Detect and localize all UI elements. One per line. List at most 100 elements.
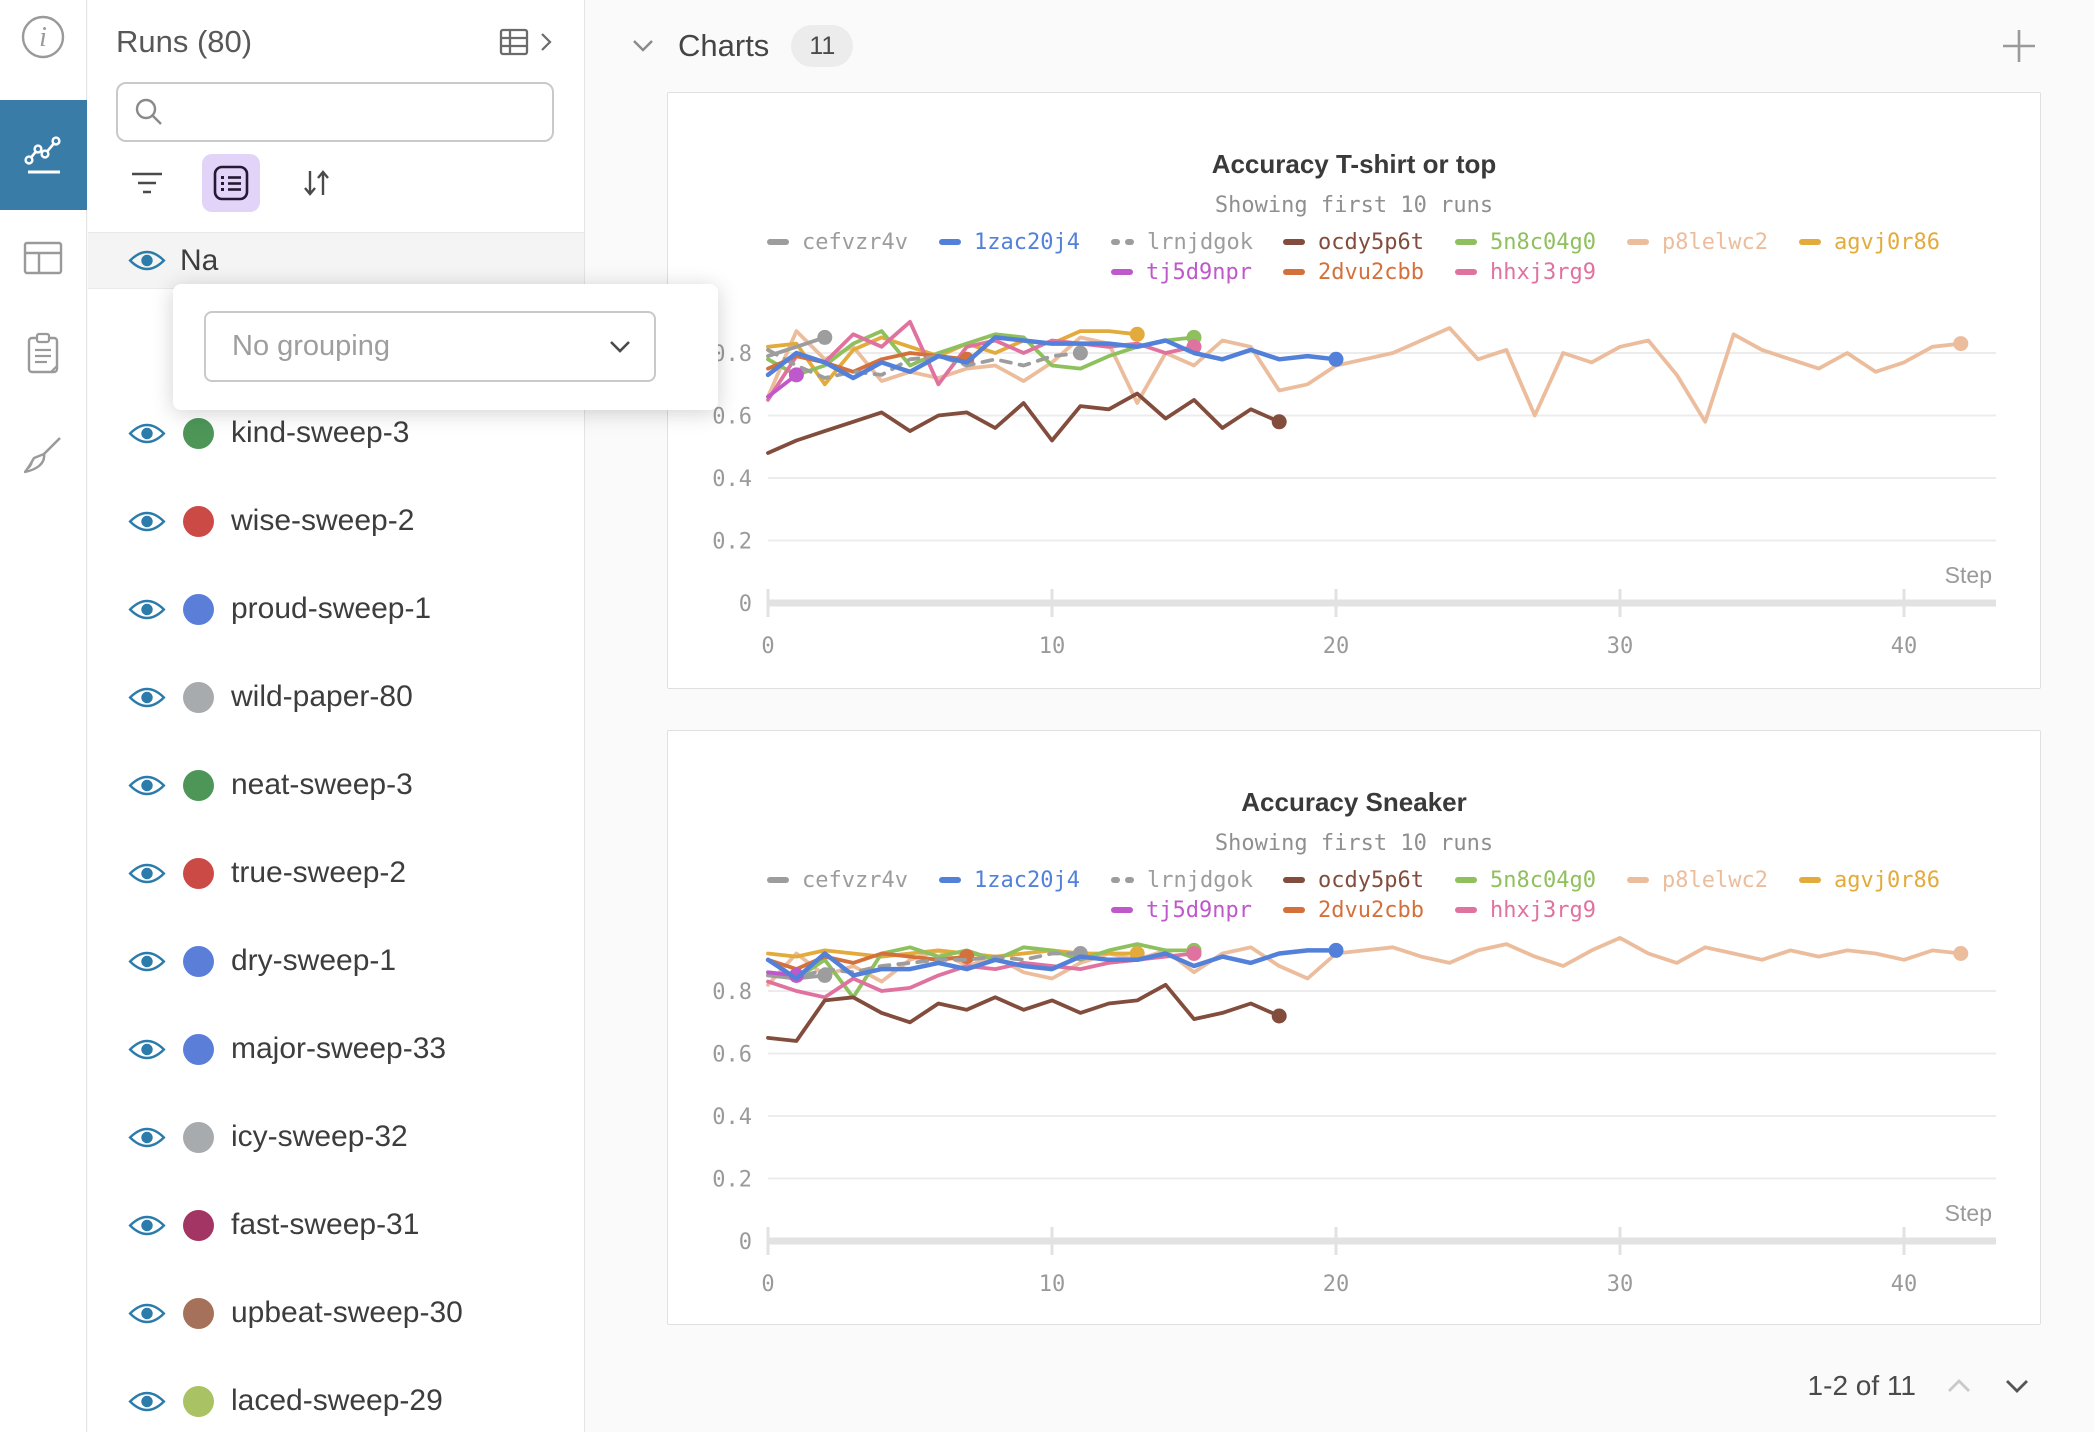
table-icon[interactable] [20,236,66,280]
search-icon [135,98,162,125]
run-color-dot [183,1297,214,1329]
visibility-eye-icon[interactable] [128,421,166,446]
legend-row: cefvzr4v 1zac20j4 lrnjdgok ocdy5p6t 5n8c04g0… [668,227,2040,257]
y-tick-label: 0.4 [712,467,752,492]
info-icon[interactable]: i [20,14,66,60]
run-color-dot [183,769,214,801]
series-end-dot [817,329,833,345]
legend-item: p8lelwc2 [1627,868,1769,893]
filter-icon [132,172,162,194]
run-row[interactable]: laced-sweep-29 [88,1357,584,1432]
legend-item: 5n8c04g0 [1455,230,1597,255]
series-end-dot [1271,414,1287,430]
legend-run-id: agvj0r86 [1834,229,1940,255]
x-tick-label: 20 [1323,634,1350,659]
page-up-button[interactable] [1944,1376,1974,1396]
series-line-lrnjdgok [766,348,1083,380]
chart-workspace-icon[interactable] [0,100,87,210]
visibility-eye-icon[interactable] [128,1213,166,1238]
visibility-eye-icon[interactable] [128,1125,166,1150]
series-line-p8lelwc2 [766,326,1963,424]
sort-button[interactable] [296,163,336,203]
group-button[interactable] [202,154,260,212]
legend-swatch [939,239,961,245]
chevron-down-icon[interactable] [630,37,656,55]
visibility-eye-icon[interactable] [128,509,166,534]
run-row[interactable]: wild-paper-80 [88,653,584,741]
run-name[interactable]: icy-sweep-32 [231,1120,408,1153]
run-name[interactable]: major-sweep-33 [231,1032,447,1065]
chart-legend: cefvzr4v 1zac20j4 lrnjdgok ocdy5p6t 5n8c04g0… [668,865,2040,925]
legend-run-id: p8lelwc2 [1662,229,1768,255]
legend-run-id: 5n8c04g0 [1490,867,1596,893]
expand-table-button[interactable] [498,26,554,58]
run-row[interactable]: icy-sweep-32 [88,1093,584,1181]
legend-swatch-dashed [1111,877,1134,883]
visibility-eye-icon[interactable] [128,861,166,886]
run-name[interactable]: fast-sweep-31 [231,1208,420,1241]
run-row[interactable]: true-sweep-2 [88,829,584,917]
grouping-dropdown-placeholder: No grouping [232,330,390,362]
legend-item: hhxj3rg9 [1455,898,1597,923]
add-panel-button[interactable] [1999,26,2039,71]
chart-title: Accuracy T-shirt or top [1211,149,1497,179]
legend-swatch [767,877,789,883]
run-color-dot [183,417,214,449]
chart-plot[interactable]: 0 0.2 0.4 0.6 0.8 0 10 20 30 40 Step [704,291,2004,663]
legend-row: cefvzr4v 1zac20j4 lrnjdgok ocdy5p6t 5n8c04g0… [668,865,2040,895]
sweep-broom-icon[interactable] [20,432,66,478]
sort-icon [304,170,329,196]
run-row[interactable]: dry-sweep-1 [88,917,584,1005]
series-end-dot [817,967,833,983]
runs-title: Runs (80) [116,24,253,59]
page-down-button[interactable] [2002,1376,2032,1396]
eye-icon[interactable] [128,248,166,273]
series-end-dot [1129,326,1145,342]
run-row[interactable]: proud-sweep-1 [88,565,584,653]
run-name[interactable]: wise-sweep-2 [231,504,415,537]
run-row[interactable]: kind-sweep-3 [88,389,584,477]
run-search-input[interactable] [176,95,536,129]
visibility-eye-icon[interactable] [128,685,166,710]
visibility-eye-icon[interactable] [128,773,166,798]
run-row[interactable]: wise-sweep-2 [88,477,584,565]
legend-item: hhxj3rg9 [1455,260,1597,285]
run-name[interactable]: kind-sweep-3 [231,416,410,449]
run-name[interactable]: dry-sweep-1 [231,944,397,977]
notes-icon[interactable] [21,330,65,378]
run-color-dot [183,593,214,625]
legend-swatch [1799,877,1821,883]
run-name[interactable]: laced-sweep-29 [231,1384,443,1417]
grouping-dropdown[interactable]: No grouping [204,311,656,382]
x-tick-label: 40 [1891,634,1918,659]
run-name[interactable]: true-sweep-2 [231,856,407,889]
runs-toolbar [128,154,584,212]
visibility-eye-icon[interactable] [128,1037,166,1062]
run-name[interactable]: neat-sweep-3 [231,768,413,801]
run-row[interactable]: neat-sweep-3 [88,741,584,829]
filter-button[interactable] [128,168,166,198]
visibility-eye-icon[interactable] [128,597,166,622]
legend-run-id: tj5d9npr [1146,897,1252,923]
run-name[interactable]: proud-sweep-1 [231,592,432,625]
chevron-right-icon [541,33,552,51]
run-name[interactable]: wild-paper-80 [231,680,413,713]
chart-subtitle: Showing first 10 runs [1214,193,1494,218]
run-color-dot [183,1209,214,1241]
x-tick-label: 10 [1039,634,1066,659]
run-row[interactable]: major-sweep-33 [88,1005,584,1093]
visibility-eye-icon[interactable] [128,949,166,974]
run-row[interactable]: fast-sweep-31 [88,1181,584,1269]
legend-run-id: 1zac20j4 [974,867,1080,893]
series-line-ocdy5p6t [766,982,1282,1043]
charts-section-title: Charts [678,28,770,63]
series-line-5n8c04g0 [766,942,1196,1000]
chart-plot[interactable]: 0 0.2 0.4 0.6 0.8 0 10 20 30 40 Step [704,929,2004,1301]
legend-run-id: lrnjdgok [1147,229,1253,255]
run-row[interactable]: upbeat-sweep-30 [88,1269,584,1357]
visibility-eye-icon[interactable] [128,1389,166,1414]
run-name[interactable]: upbeat-sweep-30 [231,1296,463,1329]
charts-container: Accuracy T-shirt or top Showing first 10 … [586,92,2094,1325]
legend-swatch [1455,239,1477,245]
visibility-eye-icon[interactable] [128,1301,166,1326]
